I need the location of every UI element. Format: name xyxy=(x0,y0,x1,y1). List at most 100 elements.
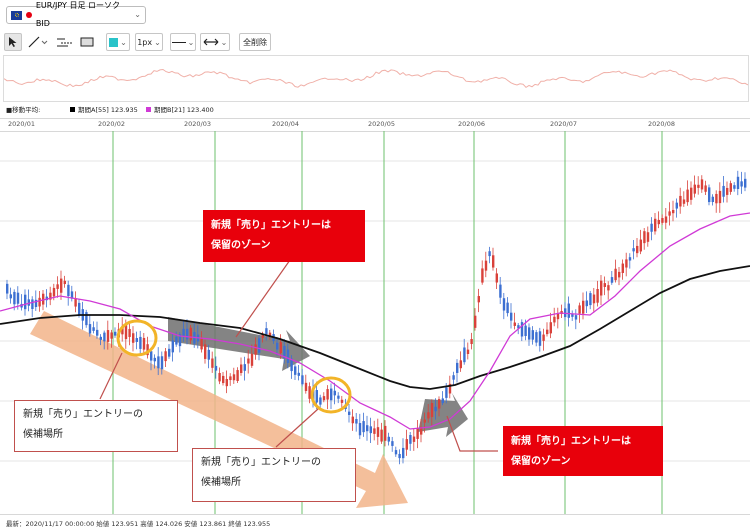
candle-body xyxy=(366,425,369,432)
candle-body xyxy=(218,372,221,382)
candle-body xyxy=(456,362,459,373)
chevron-down-icon: ⌄ xyxy=(120,37,127,47)
candle-body xyxy=(495,273,498,283)
callout-line: 候補場所 xyxy=(23,429,63,440)
candle-body xyxy=(416,428,419,439)
line-width-select[interactable]: 1px ⌄ xyxy=(135,33,163,51)
candle-body xyxy=(736,176,740,190)
candle-body xyxy=(103,332,106,342)
candle-body xyxy=(470,339,473,345)
candle-body xyxy=(214,365,218,371)
callout-leader-1 xyxy=(99,352,123,400)
candle-body xyxy=(517,325,520,329)
candle-body xyxy=(567,303,570,318)
candle-body xyxy=(322,396,326,401)
candle-body xyxy=(63,280,66,285)
candle-body xyxy=(27,299,30,306)
candle-body xyxy=(319,397,322,405)
candle-body xyxy=(646,232,650,242)
candle-body xyxy=(740,181,743,187)
candle-body xyxy=(348,411,351,415)
overview-navigator[interactable] xyxy=(3,55,749,102)
candle-body xyxy=(513,322,516,326)
candle-body xyxy=(254,344,257,355)
symbol-select[interactable]: EUR/JPY 日足 ローソク BID ⌄ xyxy=(6,1,146,28)
pointer-tool-icon[interactable] xyxy=(4,33,22,51)
candle-body xyxy=(492,255,495,268)
candle-body xyxy=(542,334,545,341)
candle-body xyxy=(405,439,408,450)
candle-body xyxy=(42,293,45,305)
candle-body xyxy=(466,349,470,354)
candle-body xyxy=(340,399,344,403)
candle-body xyxy=(477,296,480,303)
callout-line: 保留のゾーン xyxy=(211,240,271,251)
candle-body xyxy=(528,327,531,340)
candle-body xyxy=(726,187,729,195)
line-style-select[interactable]: ⌄ xyxy=(170,33,196,51)
legend-swatch xyxy=(70,106,75,112)
candle-body xyxy=(625,259,628,268)
candle-body xyxy=(722,185,725,197)
candle-body xyxy=(690,187,693,200)
date-label: 2020/04 xyxy=(272,120,300,128)
candle-body xyxy=(402,447,405,459)
candle-body xyxy=(85,312,88,326)
candle-body xyxy=(700,179,704,190)
candle-body xyxy=(186,328,189,340)
candle-body xyxy=(168,348,171,357)
candle-body xyxy=(412,436,416,442)
candle-body xyxy=(679,195,682,207)
line-tool-icon[interactable] xyxy=(26,33,50,51)
candle-body xyxy=(247,358,250,364)
candle-body xyxy=(304,382,308,391)
candle-body xyxy=(582,300,585,314)
candle-body xyxy=(729,183,732,192)
candle-body xyxy=(682,199,686,204)
candle-body xyxy=(589,293,592,306)
candle-body xyxy=(607,285,610,291)
candle-body xyxy=(6,283,9,294)
candle-body xyxy=(733,185,736,189)
candle-body xyxy=(506,302,509,314)
candle-body xyxy=(178,334,182,347)
candle-body xyxy=(427,412,430,419)
callout-line: 新規「売り」エントリーは xyxy=(211,220,331,231)
candle-body xyxy=(294,366,297,375)
candle-body xyxy=(488,251,491,257)
line-end-select[interactable]: ⌄ xyxy=(200,33,230,51)
callout-leader-3 xyxy=(275,408,319,448)
candle-body xyxy=(92,327,95,331)
color-picker[interactable]: ⌄ xyxy=(106,33,130,51)
chevron-down-icon[interactable]: ⌄ xyxy=(134,10,141,19)
candle-body xyxy=(520,322,524,337)
candle-body xyxy=(333,390,336,396)
candle-body xyxy=(258,338,261,353)
candle-body xyxy=(420,426,423,435)
candle-body xyxy=(56,284,59,289)
candle-body xyxy=(546,329,549,335)
candle-body xyxy=(610,277,614,283)
candle-body xyxy=(240,364,243,373)
candle-body xyxy=(276,342,279,350)
candle-body xyxy=(279,342,282,354)
candle-body xyxy=(474,315,477,328)
clear-all-button[interactable]: 全削除 xyxy=(239,33,271,51)
callout-hold-zone-2: 新規「売り」エントリーは 保留のゾーン xyxy=(503,426,663,476)
candle-body xyxy=(211,358,214,368)
entry-candidate-circle-1 xyxy=(116,319,158,357)
candle-body xyxy=(175,336,178,345)
rectangle-tool-icon[interactable] xyxy=(78,33,96,51)
clear-all-label: 全削除 xyxy=(243,37,267,47)
legend-title: ■移動平均: xyxy=(6,106,41,114)
candle-body xyxy=(286,349,290,363)
line-style-icon xyxy=(171,41,186,43)
drawing-toolbar: ⌄ 1px ⌄ ⌄ ⌄ 全削除 xyxy=(0,30,750,54)
hline-tool-icon[interactable] xyxy=(54,33,76,51)
candle-body xyxy=(650,223,653,232)
top-bar: EUR/JPY 日足 ローソク BID ⌄ xyxy=(0,0,750,31)
callout-entry-candidate-2: 新規「売り」エントリーの 候補場所 xyxy=(192,448,356,502)
candle-body xyxy=(315,390,318,403)
candle-body xyxy=(283,345,286,359)
date-label: 2020/02 xyxy=(98,120,126,128)
